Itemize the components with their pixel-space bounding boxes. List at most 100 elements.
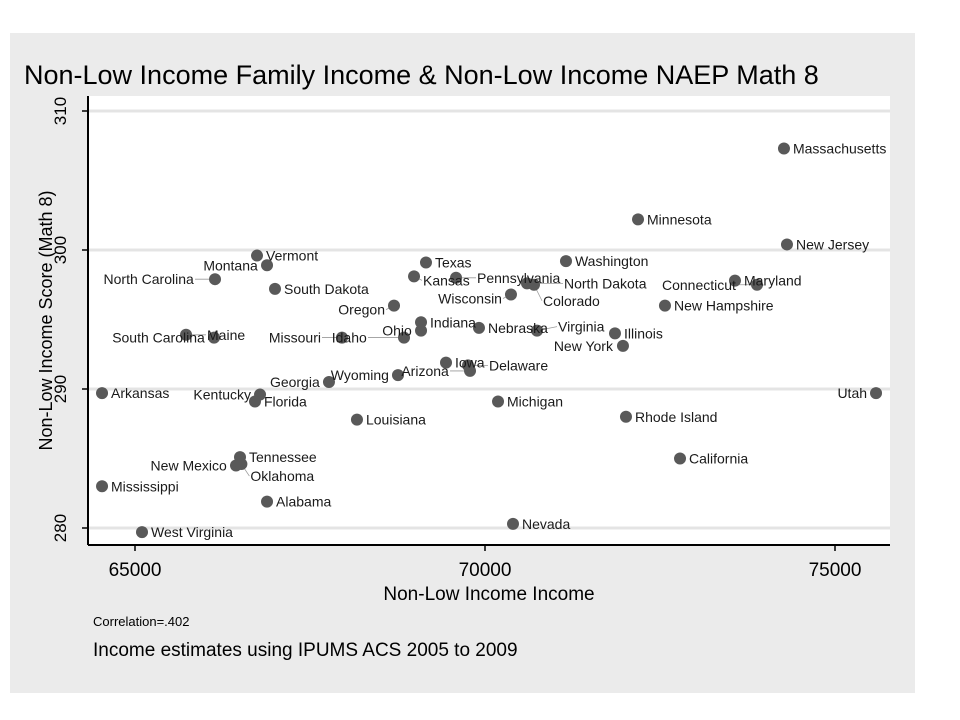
data-point [528, 278, 540, 291]
x-tick-label: 75000 [809, 560, 862, 581]
point-label: Maryland [744, 273, 802, 289]
data-point [658, 299, 671, 312]
point-label: Kansas [423, 272, 470, 288]
data-point [96, 480, 109, 493]
point-label: Rhode Island [635, 409, 718, 425]
data-point [619, 410, 632, 423]
point-label: Wisconsin [438, 290, 502, 306]
point-label: Utah [837, 385, 867, 401]
point-label: Massachusetts [793, 141, 886, 157]
data-point [780, 238, 793, 251]
point-label: Ohio [382, 323, 412, 339]
data-point [251, 249, 264, 262]
data-point [492, 395, 505, 408]
point-label: Arizona [401, 363, 449, 379]
y-tick-label: 280 [51, 514, 70, 542]
point-label: New Mexico [151, 457, 227, 473]
data-point [391, 369, 404, 382]
data-point [235, 458, 248, 471]
correlation-note: Correlation=.402 [93, 614, 190, 629]
data-point [777, 142, 790, 155]
point-label: Colorado [543, 293, 600, 309]
data-point [632, 213, 645, 226]
point-label: Texas [435, 255, 472, 271]
point-label: Tennessee [249, 449, 317, 465]
data-point [472, 321, 485, 334]
y-tick-label: 300 [51, 236, 70, 264]
data-point [180, 328, 193, 341]
data-point [507, 517, 519, 530]
data-point [751, 278, 764, 291]
data-point [450, 271, 463, 284]
plot-area [88, 96, 890, 545]
data-point [269, 282, 281, 295]
y-axis-label: Non-Low Income Score (Math 8) [36, 190, 56, 450]
point-label: North Carolina [104, 271, 194, 287]
point-label: Maine [207, 327, 245, 343]
point-label: Michigan [507, 394, 563, 410]
data-point [504, 288, 517, 301]
data-point [440, 356, 453, 369]
point-label: Vermont [266, 248, 318, 264]
point-label: Louisiana [366, 412, 426, 428]
point-label: Iowa [455, 355, 485, 371]
data-point [398, 331, 411, 344]
point-label: Kentucky [193, 387, 251, 403]
point-label: New Jersey [796, 236, 869, 252]
data-point [531, 324, 544, 337]
data-point [261, 259, 274, 272]
data-point [616, 339, 629, 352]
data-point [870, 387, 883, 400]
chart-title: Non-Low Income Family Income & Non-Low I… [24, 60, 819, 90]
point-label: South Carolina [112, 330, 205, 346]
point-label: Pennsylvania [477, 270, 560, 286]
data-point [728, 274, 741, 287]
point-label: West Virginia [151, 524, 233, 540]
x-tick-label: 70000 [459, 560, 512, 581]
y-tick-label: 310 [51, 97, 70, 125]
data-point [261, 495, 274, 508]
data-point [388, 299, 400, 312]
point-label: Mississippi [111, 478, 179, 494]
point-label: New Hampshire [674, 298, 774, 314]
data-point [415, 324, 428, 337]
point-label: Indiana [430, 314, 476, 330]
point-label: Alabama [276, 494, 331, 510]
y-tick-label: 290 [51, 375, 70, 403]
data-point [608, 327, 621, 340]
data-point [322, 376, 335, 389]
data-point [415, 316, 428, 329]
point-label: New York [554, 338, 614, 354]
point-label: Oregon [338, 302, 385, 318]
point-label: Virginia [558, 319, 605, 335]
point-label: Montana [203, 257, 258, 273]
data-points [96, 142, 883, 539]
point-label: Missouri [269, 330, 321, 346]
data-point [209, 273, 222, 286]
point-label: Wyoming [331, 367, 389, 383]
point-label: Delaware [489, 357, 548, 373]
data-point [335, 331, 348, 344]
point-label: Nebraska [488, 320, 548, 336]
point-label: Connecticut [662, 277, 736, 293]
data-point [136, 526, 148, 539]
point-label: South Dakota [284, 281, 369, 297]
point-label: Washington [575, 253, 648, 269]
data-point [408, 270, 421, 283]
point-label: Illinois [624, 325, 663, 341]
point-label: Arkansas [111, 385, 169, 401]
data-point [248, 395, 261, 408]
data-point [96, 387, 109, 400]
point-label: Oklahoma [250, 468, 314, 484]
point-label: Florida [264, 394, 307, 410]
x-tick-label: 65000 [109, 560, 162, 581]
point-label: California [689, 451, 748, 467]
point-label: Minnesota [647, 211, 712, 227]
x-axis-label: Non-Low Income Income [383, 584, 594, 605]
data-point [464, 364, 477, 377]
data-point [559, 255, 572, 268]
point-label: Idaho [332, 330, 367, 346]
point-label: Nevada [522, 516, 570, 532]
data-point [208, 331, 221, 344]
